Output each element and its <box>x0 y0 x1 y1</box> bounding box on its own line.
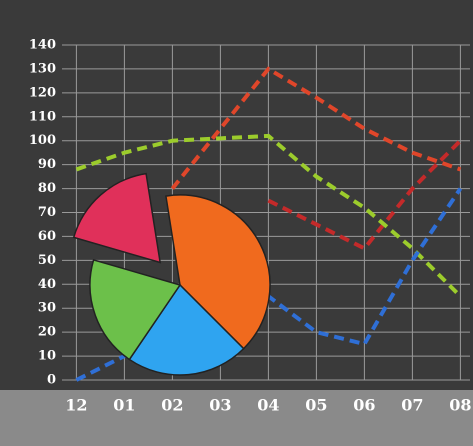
y-tick-label: 120 <box>29 85 56 100</box>
pie-slice <box>165 194 271 350</box>
x-tick-label: 01 <box>113 396 135 415</box>
y-tick-label: 0 <box>47 373 56 388</box>
x-tick-label: 06 <box>353 396 375 415</box>
pie-slice <box>89 258 182 361</box>
y-tick-label: 70 <box>38 205 56 220</box>
x-tick-label: 07 <box>401 396 423 415</box>
y-tick-label: 10 <box>38 349 56 364</box>
pie-slice <box>72 172 162 264</box>
y-tick-label: 50 <box>38 253 56 268</box>
x-tick-label: 08 <box>449 396 471 415</box>
x-tick-label: 03 <box>209 396 231 415</box>
y-tick-label: 30 <box>38 301 56 316</box>
pie-slice <box>128 283 245 376</box>
line-series <box>170 66 462 190</box>
y-tick-label: 110 <box>29 109 56 124</box>
y-tick-label: 80 <box>38 181 56 196</box>
y-tick-label: 90 <box>38 157 56 172</box>
y-tick-label: 60 <box>38 229 56 244</box>
y-tick-label: 100 <box>29 133 56 148</box>
y-tick-label: 140 <box>29 38 56 53</box>
x-tick-label: 12 <box>65 396 87 415</box>
line-series <box>267 139 462 251</box>
y-tick-label: 130 <box>29 61 56 76</box>
x-tick-label: 05 <box>305 396 327 415</box>
x-tick-label: 02 <box>161 396 183 415</box>
y-tick-label: 20 <box>38 325 56 340</box>
x-tick-label: 04 <box>257 396 279 415</box>
y-tick-label: 40 <box>38 277 56 292</box>
line-series <box>75 133 462 298</box>
floor <box>0 390 473 446</box>
